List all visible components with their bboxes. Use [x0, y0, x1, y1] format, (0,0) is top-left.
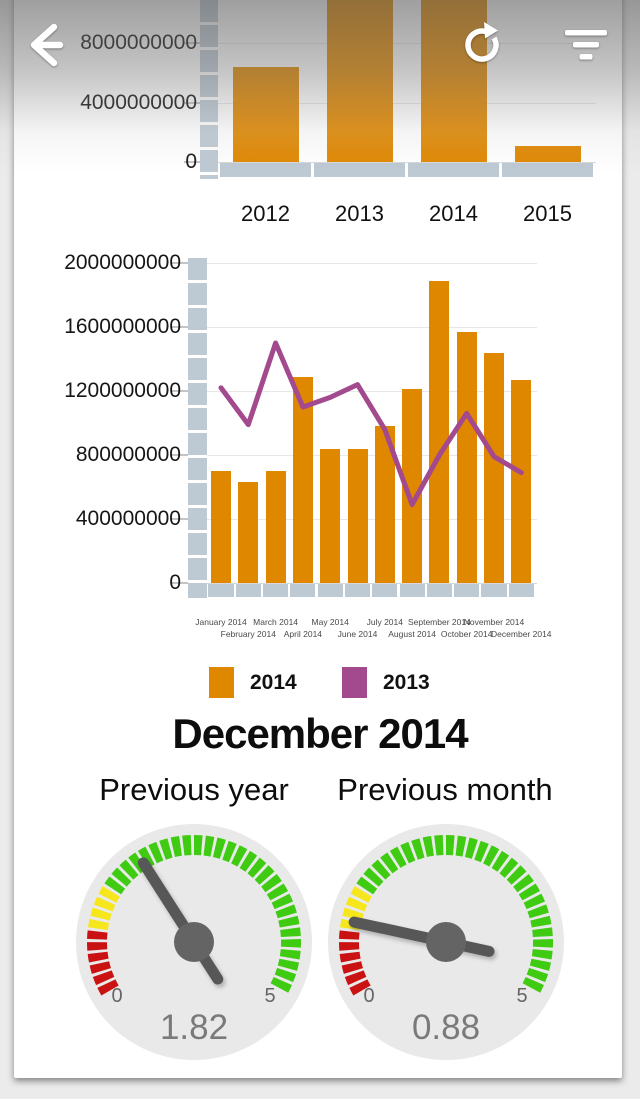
y-axis-tick-label: 2000000000 — [64, 251, 181, 274]
category-block-march-2014[interactable] — [263, 584, 289, 597]
gridline — [188, 583, 537, 584]
legend-label-2014: 2014 — [250, 670, 297, 694]
gridline — [188, 327, 537, 328]
year-label-2012: 2012 — [241, 201, 290, 226]
category-block-october-2014[interactable] — [454, 584, 480, 597]
bar-december-2014[interactable] — [511, 379, 532, 583]
back-arrow-icon — [30, 23, 64, 67]
month-label-december-2014: December 2014 — [491, 629, 552, 639]
bar-september-2014[interactable] — [429, 280, 450, 583]
bar-january-2014[interactable] — [211, 471, 231, 583]
gauge-needle-hub — [174, 922, 214, 962]
bar-august-2014[interactable] — [402, 389, 423, 583]
gauge-previous-month: 0 50.88 — [328, 824, 564, 1060]
category-block-june-2014[interactable] — [344, 584, 371, 597]
svg-text:5: 5 — [516, 985, 527, 1007]
y-axis-tick-label: 1600000000 — [64, 315, 181, 338]
gauge-previous-year: 0 51.82 — [76, 824, 312, 1060]
axis-tick — [172, 326, 188, 328]
bar-november-2014[interactable] — [484, 352, 504, 583]
gauge-value: 0.88 — [412, 1008, 480, 1047]
gauge-needle — [348, 916, 495, 957]
month-label-july-2014: July 2014 — [366, 617, 403, 627]
y-axis-strip — [188, 258, 207, 598]
month-label-may-2014: May 2014 — [311, 617, 349, 627]
bar-june-2014[interactable] — [347, 448, 368, 583]
bar-march-2014[interactable] — [265, 471, 286, 583]
refresh-icon — [465, 22, 499, 62]
y-axis-tick-label: 1200000000 — [64, 379, 181, 402]
bar-february-2014[interactable] — [238, 482, 259, 583]
category-block-november-2014[interactable] — [481, 584, 507, 597]
year-label-2014: 2014 — [429, 201, 478, 226]
month-label-september-2014: September 2014 — [407, 617, 471, 627]
category-block-july-2014[interactable] — [372, 584, 398, 597]
category-block-january-2014[interactable] — [208, 584, 234, 597]
legend-item-2014[interactable]: 2014 — [209, 667, 297, 698]
y-axis-tick-label: 800000000 — [75, 443, 181, 466]
month-label-march-2014: March 2014 — [253, 617, 299, 627]
y-axis-tick-label: 400000000 — [75, 507, 181, 530]
category-block-may-2014[interactable] — [317, 584, 343, 597]
filter-button[interactable] — [561, 26, 611, 64]
gauge-needle — [137, 857, 224, 985]
month-label-february-2014: February 2014 — [220, 629, 276, 639]
month-label-october-2014: October 2014 — [440, 629, 493, 639]
year-label-2015: 2015 — [523, 201, 572, 226]
category-block-february-2014[interactable] — [235, 584, 261, 597]
category-block-august-2014[interactable] — [399, 584, 425, 597]
back-button[interactable] — [20, 18, 80, 72]
legend-label-2013: 2013 — [383, 670, 430, 694]
legend-swatch-2014-icon — [209, 667, 234, 698]
svg-text:0: 0 — [111, 985, 122, 1007]
year-label-2013: 2013 — [335, 201, 384, 226]
axis-tick — [172, 390, 188, 392]
gauge-value: 1.82 — [160, 1008, 228, 1047]
y-axis-tick-label: 0 — [169, 571, 181, 594]
month-label-january-2014: January 2014 — [195, 617, 247, 627]
gridline — [188, 263, 537, 264]
line-series-2013 — [218, 340, 524, 508]
category-block-september-2014[interactable] — [426, 584, 452, 597]
legend-item-2013[interactable]: 2013 — [342, 667, 430, 698]
bar-july-2014[interactable] — [374, 426, 395, 583]
category-block-april-2014[interactable] — [290, 584, 316, 597]
svg-text:5: 5 — [264, 985, 275, 1007]
axis-tick — [172, 518, 188, 520]
gauge-title-previous-month: Previous month — [337, 772, 553, 807]
page-title: December 2014 — [172, 710, 468, 757]
bar-may-2014[interactable] — [320, 448, 341, 583]
refresh-button[interactable] — [458, 21, 506, 69]
axis-tick — [172, 262, 188, 264]
month-label-june-2014: June 2014 — [337, 629, 378, 639]
svg-text:0: 0 — [363, 985, 374, 1007]
axis-tick — [172, 454, 188, 456]
filter-icon — [565, 30, 607, 60]
category-block-december-2014[interactable] — [508, 584, 534, 597]
bar-october-2014[interactable] — [456, 331, 477, 583]
bar-april-2014[interactable] — [292, 376, 313, 583]
month-label-november-2014: November 2014 — [463, 617, 525, 627]
month-label-april-2014: April 2014 — [283, 629, 323, 639]
month-label-august-2014: August 2014 — [388, 629, 436, 639]
gauge-title-previous-year: Previous year — [99, 772, 289, 807]
gauge-needle-hub — [426, 922, 466, 962]
legend-swatch-2013-icon — [342, 667, 367, 698]
axis-tick — [172, 582, 188, 584]
